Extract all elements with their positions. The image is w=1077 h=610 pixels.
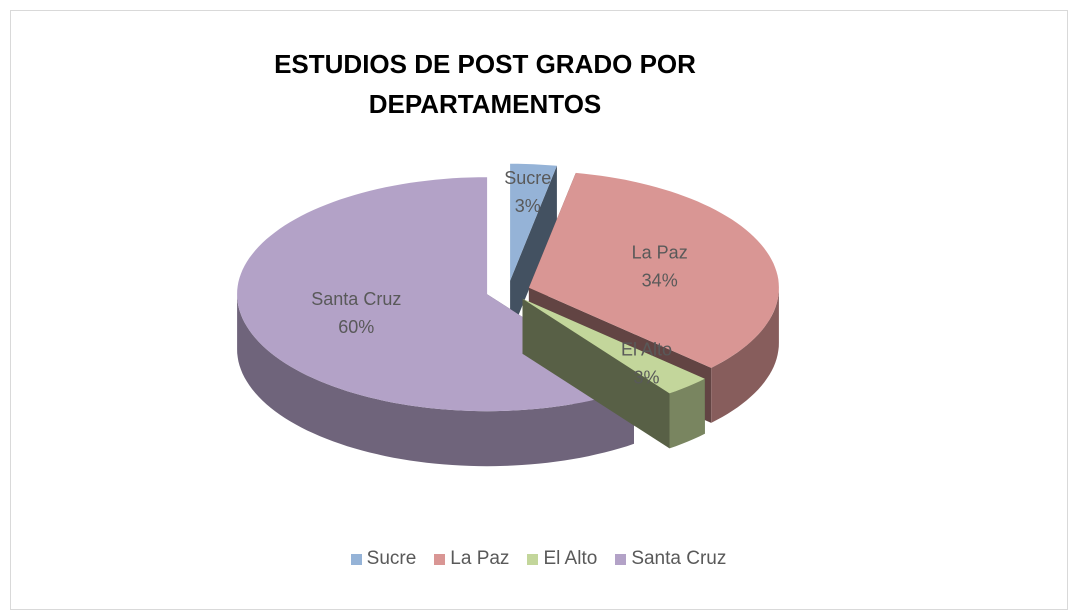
data-label-name: El Alto [621,339,672,359]
legend-swatch [615,553,627,565]
data-label-value: 60% [338,317,374,337]
body: Sucre 3% La Paz 34% El Alto 3% Santa Cruz 60% E… [0,10,1077,610]
data-label-value: 3% [634,367,660,387]
slice-wall [510,165,557,336]
data-label-name: Sucre [504,168,551,188]
legend-entry: Sucre [350,548,417,570]
data-label-name: La Paz [632,243,688,263]
slice-side [237,294,634,467]
legend-entry: El Alto [527,548,597,570]
slice-wall [522,298,670,449]
legend-swatch [527,553,539,565]
legend-swatch [434,553,446,565]
legend-label: Sucre [366,548,417,569]
legend-label: La Paz [450,548,510,569]
legend-entry: La Paz [434,548,509,570]
legend-entry: Santa Cruz [615,548,726,570]
data-label-value: 34% [642,271,678,291]
legend-label: Santa Cruz [631,548,727,569]
slice [510,163,557,281]
slice [528,172,779,368]
legend-label: El Alto [543,548,598,569]
slice-side [711,287,779,423]
legend-swatch [350,553,362,565]
chart: Sucre 3% La Paz 34% El Alto 3% Santa Cruz 60% [237,163,779,467]
slice [522,298,705,394]
slice-side [669,378,705,449]
legend: Sucre La Paz El Alto Santa Cruz [0,548,1077,570]
page: {"chart_data": {"type": "pie", "three_d"… [0,10,1077,610]
data-label-value: 3% [515,196,541,216]
data-label-name: Santa Cruz [311,289,401,309]
chart-title: ESTUDIOS DE POST GRADO POR DEPARTAMENTOS [274,49,696,119]
